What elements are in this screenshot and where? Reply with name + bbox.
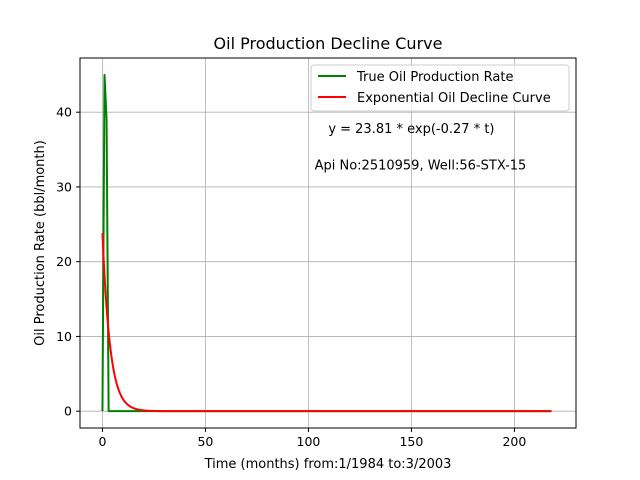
y-tick-label: 20 — [56, 254, 72, 269]
y-tick-label: 40 — [56, 105, 72, 120]
x-tick-label: 150 — [399, 434, 423, 449]
equation-annotation: y = 23.81 * exp(-0.27 * t) — [328, 122, 494, 137]
y-tick-label: 30 — [56, 179, 72, 194]
legend-label-exponential-curve: Exponential Oil Decline Curve — [357, 91, 551, 106]
series-line-exponential-curve — [101, 233, 552, 413]
x-tick-label: 0 — [98, 434, 106, 449]
x-axis-label: Time (months) from:1/1984 to:3/2003 — [204, 457, 452, 472]
y-axis-label: Oil Production Rate (bbl/month) — [33, 140, 48, 346]
y-tick-label: 10 — [56, 329, 72, 344]
chart-title: Oil Production Decline Curve — [214, 34, 443, 53]
well-info-annotation: Api No:2510959, Well:56-STX-15 — [315, 159, 527, 174]
legend-label-true-rate: True Oil Production Rate — [356, 70, 513, 85]
x-tick-label: 200 — [502, 434, 526, 449]
series-layer — [101, 73, 552, 413]
x-tick-label: 100 — [297, 434, 321, 449]
annotations: y = 23.81 * exp(-0.27 * t) Api No:2510959… — [315, 122, 527, 174]
axis-ticks: 0 50 100 150 200 0 10 20 30 40 — [56, 105, 526, 449]
plot-area — [80, 58, 576, 428]
y-tick-label: 0 — [64, 404, 72, 419]
legend-box — [310, 64, 570, 112]
plot-frame — [79, 57, 577, 429]
x-tick-label: 50 — [197, 434, 213, 449]
legend: True Oil Production Rate Exponential Oil… — [310, 64, 570, 112]
